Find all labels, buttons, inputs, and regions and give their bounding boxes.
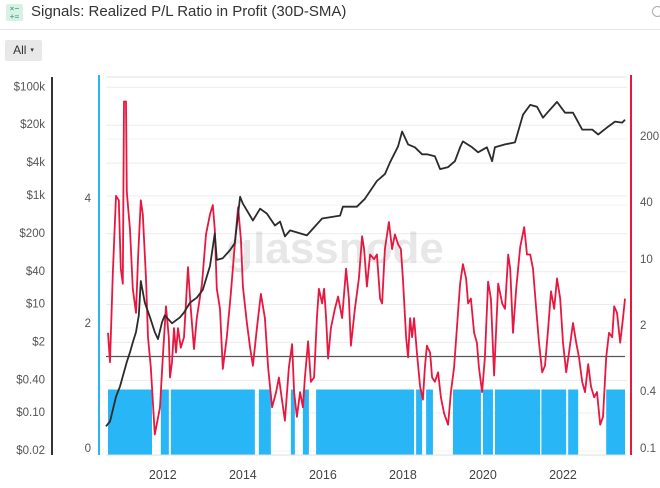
price-tick-label: $20k: [20, 119, 45, 131]
signal-bar: [606, 389, 625, 455]
time-range-label: All: [13, 43, 27, 57]
x-tick-label: 2022: [549, 468, 577, 482]
ratio-tick-label: 40: [640, 197, 653, 209]
signal-tick-label: 4: [85, 193, 92, 205]
x-tick-label: 2014: [229, 468, 257, 482]
ratio-tick-label: 2: [640, 320, 646, 332]
x-tick-label: 2012: [149, 468, 177, 482]
signal-bar: [416, 389, 423, 455]
x-tick-label: 2020: [469, 468, 497, 482]
signal-bar: [452, 389, 481, 455]
price-tick-label: $1k: [26, 190, 45, 202]
signal-bar: [482, 389, 493, 455]
axes: $100k $20k $4k $1k $200 $40 $10 $2 $0.40 $0.10 $0.…: [14, 75, 659, 482]
time-range-dropdown[interactable]: All ▾: [5, 40, 42, 61]
signal-bar: [568, 389, 579, 455]
signal-bar: [170, 389, 255, 455]
series-lines: [105, 100, 626, 436]
calculator-signals-icon: ×− +=: [6, 4, 23, 21]
signal-bar: [541, 389, 567, 455]
price-tick-label: $10: [26, 298, 45, 310]
price-tick-label: $4k: [26, 157, 45, 169]
signal-bar: [160, 389, 169, 455]
price-tick-label: $0.10: [16, 407, 45, 419]
x-tick-label: 2018: [389, 468, 417, 482]
price-tick-label: $2: [32, 336, 45, 348]
price-tick-label: $40: [26, 266, 45, 278]
signal-bar: [316, 389, 415, 455]
watermark: glassnode: [226, 224, 444, 273]
signal-bar: [290, 389, 295, 455]
ratio-tick-label: 10: [640, 254, 653, 266]
ratio-line: [107, 100, 626, 436]
header-divider: [0, 29, 660, 30]
chart-title: Signals: Realized P/L Ratio in Profit (3…: [31, 3, 347, 20]
ratio-tick-label: 0.1: [640, 443, 656, 455]
signal-bar: [494, 389, 541, 455]
ratio-tick-label: 200: [640, 131, 659, 143]
price-tick-label: $0.02: [16, 445, 45, 457]
price-line: [105, 101, 626, 427]
caret-down-icon: ▾: [30, 47, 34, 55]
price-tick-label: $200: [19, 228, 45, 240]
price-tick-label: $0.40: [16, 374, 45, 386]
signal-bar: [426, 389, 433, 455]
signal-bar: [258, 389, 271, 455]
price-tick-label: $100k: [14, 81, 46, 93]
signal-bar: [302, 389, 309, 455]
signal-tick-label: 2: [85, 318, 91, 330]
signal-bars: [106, 389, 627, 456]
x-tick-label: 2016: [309, 468, 337, 482]
signal-tick-label: 0: [85, 443, 91, 455]
settings-icon[interactable]: [652, 6, 660, 17]
ratio-tick-label: 0.4: [640, 386, 657, 398]
